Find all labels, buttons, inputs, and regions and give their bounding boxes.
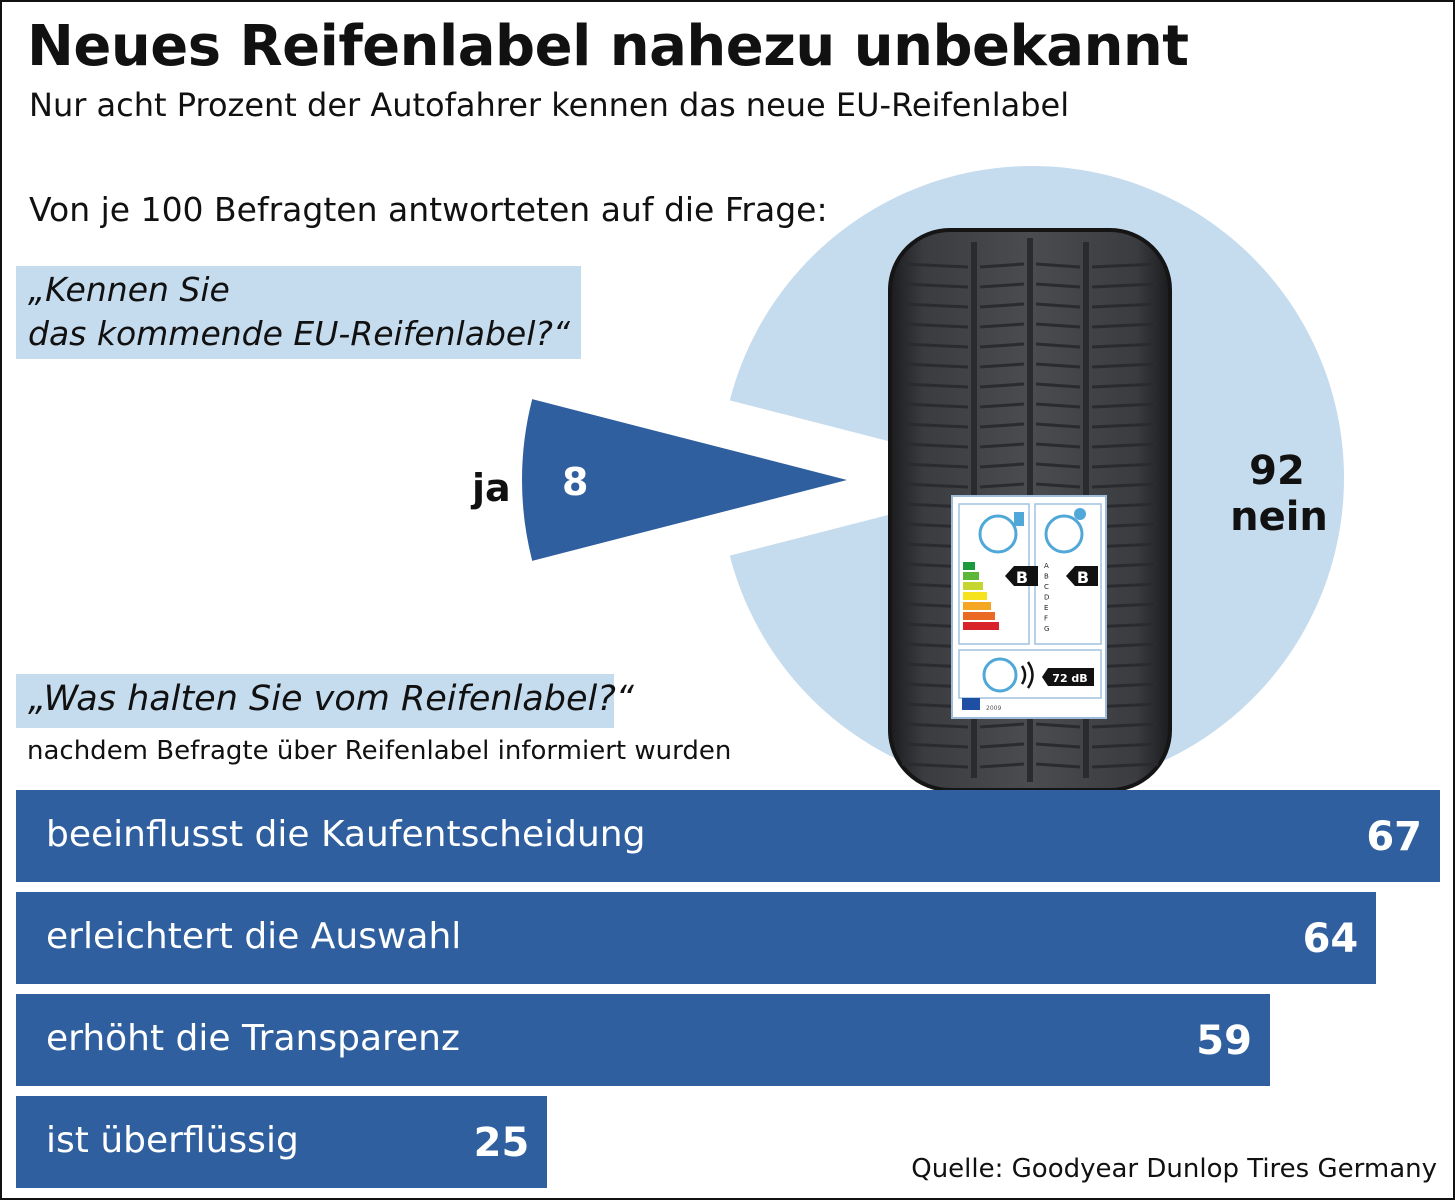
bar-auswahl: erleichtert die Auswahl 64 (16, 892, 1376, 984)
eu-flag-icon (962, 698, 980, 710)
bar-transparenz: erhöht die Transparenz 59 (16, 994, 1270, 1086)
bar-value: 67 (1366, 814, 1422, 860)
question-2-box: „Was halten Sie vom Reifenlabel?“ (16, 674, 614, 728)
energy-class-bar (963, 592, 987, 600)
wet-grip-class-letter: E (1044, 604, 1048, 612)
bar-ueberfluessig: ist überflüssig 25 (16, 1096, 547, 1188)
bar-label: ist überflüssig (46, 1120, 299, 1161)
energy-class-bar (963, 602, 991, 610)
bar-label: erleichtert die Auswahl (46, 916, 461, 957)
energy-class-bar (963, 562, 975, 570)
bar-kaufentscheidung: beeinflusst die Kaufentscheidung 67 (16, 790, 1440, 882)
question-2-text: „Was halten Sie vom Reifenlabel?“ (28, 679, 634, 719)
pie-label-ja: ja (472, 466, 511, 510)
label-year: 2009 (986, 705, 1001, 712)
wet-grip-class-letter: D (1044, 594, 1049, 602)
pie-value-ja: 8 (562, 460, 588, 504)
fuel-grade: B (1016, 568, 1028, 587)
wet-grip-class-letter: B (1044, 573, 1049, 581)
bar-label: erhöht die Transparenz (46, 1018, 460, 1059)
wet-grip-class-letter: F (1044, 615, 1048, 623)
energy-class-bar (963, 572, 979, 580)
noise-value: 72 dB (1052, 672, 1087, 685)
bar-label: beeinflusst die Kaufentscheidung (46, 814, 645, 855)
energy-class-bar (963, 622, 999, 630)
question-1-line-2: das kommende EU-Reifenlabel?“ (28, 314, 570, 353)
pie-value-nein: 92 (1217, 448, 1337, 494)
question-2-note: nachdem Befragte über Reifenlabel inform… (27, 736, 731, 766)
wet-grip-class-letter: C (1044, 583, 1049, 591)
bar-value: 59 (1196, 1018, 1252, 1064)
question-1-box: „Kennen Sie das kommende EU-Reifenlabel?… (16, 266, 581, 359)
source-note: Quelle: Goodyear Dunlop Tires Germany (911, 1154, 1437, 1184)
bar-value: 25 (474, 1120, 530, 1166)
wet-grip-grade: B (1077, 568, 1089, 587)
bar-value: 64 (1303, 916, 1359, 962)
wet-grip-class-letter: G (1044, 625, 1049, 633)
energy-class-bar (963, 582, 983, 590)
pie-label-nein: nein (1217, 494, 1341, 540)
wet-grip-class-letter: A (1044, 562, 1049, 570)
question-1-line-1: „Kennen Sie (28, 270, 230, 309)
energy-class-bar (963, 612, 995, 620)
